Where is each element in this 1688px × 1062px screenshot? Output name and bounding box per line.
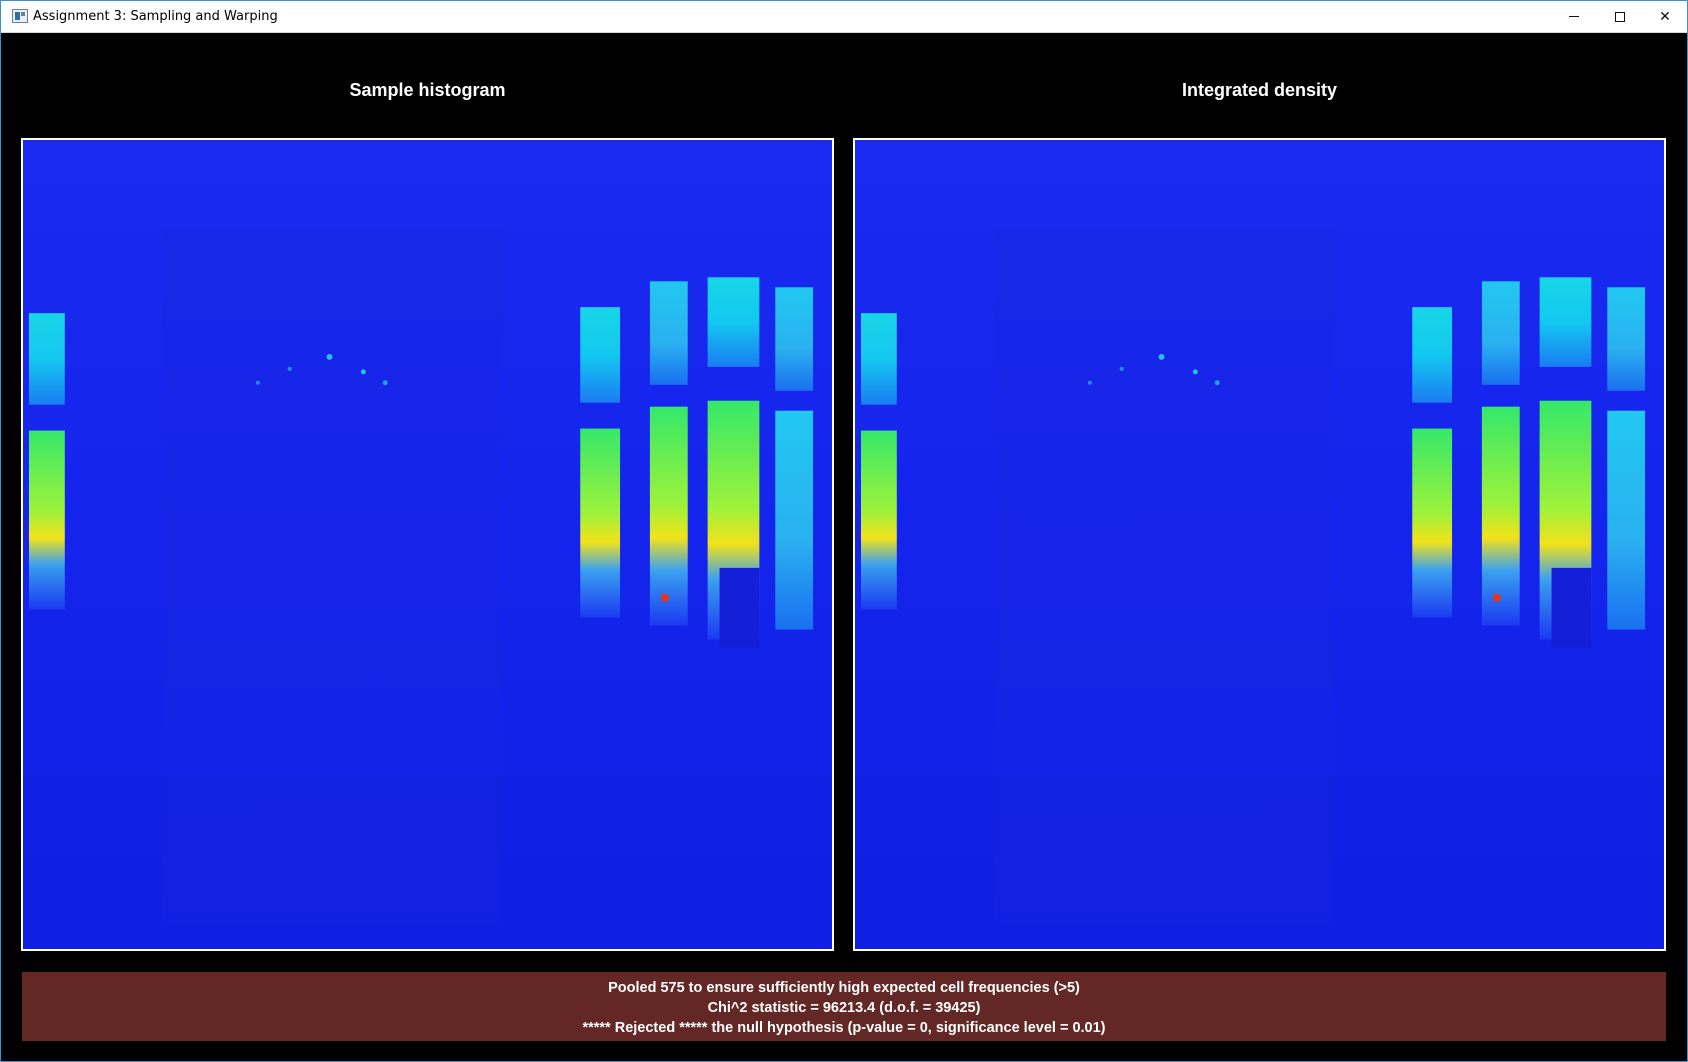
app-icon [12,9,28,23]
integrated-density-plot [853,138,1666,951]
window-pane [326,353,333,360]
window-pane [360,369,366,375]
window-pane [860,313,897,405]
hypothesis-result: ***** Rejected ***** the null hypothesis… [582,1020,1106,1036]
window-pane [580,428,621,618]
window-pane [255,380,260,385]
maximize-icon [1615,11,1625,22]
window-pane [580,307,621,403]
window-pane [1607,410,1646,630]
sample-histogram-title: Sample histogram [349,80,506,100]
window-pane [660,593,669,602]
window-pane [1539,277,1592,367]
window-pane [28,313,65,405]
window-pane [23,776,832,949]
sample-histogram-heatmap [23,229,832,949]
integrated-density-heatmap [855,229,1664,949]
window-pane [860,430,897,610]
window-pane [1158,353,1165,360]
close-button[interactable]: ✕ [1642,1,1688,32]
window-pane [719,567,760,648]
window-pane [382,380,388,386]
window-pane [707,277,760,367]
window-pane [28,430,65,610]
window-pane [1607,287,1646,391]
sample-histogram-plot [21,138,834,951]
title-bar[interactable]: Assignment 3: Sampling and Warping ✕ [1,1,1687,33]
window-pane [1412,428,1453,618]
minimize-button[interactable] [1551,1,1597,32]
chi2-statistic: Chi^2 statistic = 96213.4 (d.o.f. = 3942… [707,1000,981,1016]
window-pane [649,281,688,385]
window-pane [1412,307,1453,403]
chi2-test-result: Pooled 575 to ensure sufficiently high e… [22,972,1666,1041]
window-pane [1492,593,1501,602]
window-pane [1192,369,1198,375]
window-pane [775,410,814,630]
window-pane [775,287,814,391]
pooling-message: Pooled 575 to ensure sufficiently high e… [608,980,1080,996]
minimize-icon [1569,16,1579,17]
window-pane [1481,406,1520,626]
window-pane [1119,366,1124,371]
window-pane [1481,281,1520,385]
close-icon: ✕ [1659,8,1671,25]
window-title: Assignment 3: Sampling and Warping [33,9,278,24]
integrated-density-title: Integrated density [1181,80,1338,100]
window-pane [287,366,292,371]
window-pane [1551,567,1592,648]
window-pane [1214,380,1220,386]
window-pane [1087,380,1092,385]
window-pane [649,406,688,626]
window-pane [855,776,1664,949]
maximize-button[interactable] [1597,1,1643,32]
